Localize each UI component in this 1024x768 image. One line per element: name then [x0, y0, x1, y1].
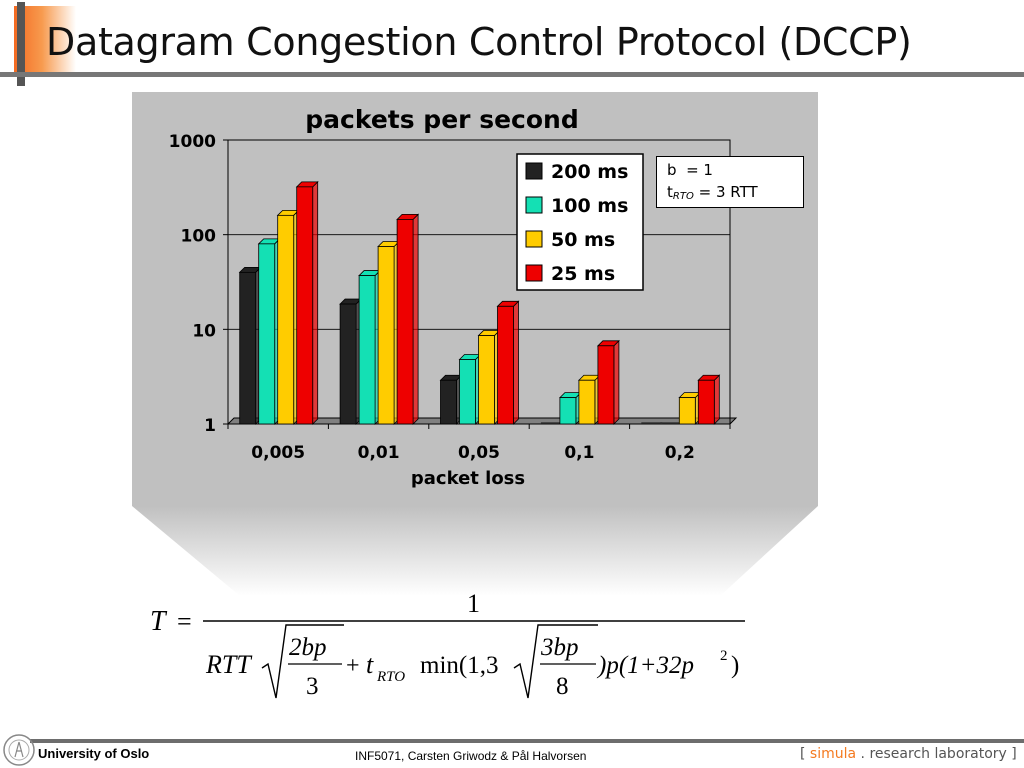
formula-sqrt2: [513, 624, 598, 699]
param-trto: tRTO = 3 RTT: [667, 181, 803, 208]
title-accent-bar: [17, 2, 25, 86]
formula-equals: =: [177, 607, 192, 636]
param-t-subscript: RTO: [672, 191, 694, 202]
bar: [377, 246, 395, 425]
legend-label: 100 ms: [551, 195, 628, 217]
footer-course: INF5071, Carsten Griwodz & Pål Halvorsen: [355, 749, 587, 763]
formula-t-sub: RTO: [376, 669, 405, 685]
param-b-value: = 1: [686, 161, 713, 179]
formula-tail-close: ): [731, 652, 739, 679]
formula-plus: +: [346, 653, 360, 679]
param-t-label: t: [667, 183, 673, 201]
x-tick-label: 0,01: [358, 443, 400, 463]
footer-university: University of Oslo: [38, 746, 150, 761]
chart-title: packets per second: [305, 105, 578, 134]
legend-label: 200 ms: [551, 161, 628, 183]
x-tick-label: 0,1: [564, 443, 594, 463]
footer-lab: [ simula . research laboratory ]: [800, 746, 1017, 762]
formula-rtt: RTT: [205, 650, 252, 679]
footer-lab-simula: simula: [809, 746, 857, 762]
bar: [396, 218, 414, 425]
footer-lab-open: [: [800, 746, 810, 762]
y-tick-label: 1: [204, 416, 216, 436]
formula-frac2-num: 3bp: [540, 634, 579, 661]
university-seal-icon: [3, 734, 35, 766]
bar: [597, 345, 615, 425]
formula-tail-exponent: 2: [720, 648, 728, 664]
formula-numerator: 1: [467, 589, 480, 618]
bar: [339, 303, 357, 425]
slide-title: Datagram Congestion Control Protocol (DC…: [46, 20, 912, 64]
bar: [697, 379, 715, 425]
formula-min: min(1,3: [420, 652, 498, 679]
bar: [239, 271, 257, 425]
x-tick-label: 0,05: [458, 443, 500, 463]
formula-t: t: [366, 650, 374, 679]
x-tick-label: 0,2: [665, 443, 695, 463]
x-tick-label: 0,005: [251, 443, 305, 463]
formula-tail: )p(1+32p: [596, 652, 694, 679]
y-tick-label: 100: [181, 227, 217, 247]
legend-swatch: [525, 230, 543, 248]
bar: [296, 186, 314, 425]
bar: [578, 379, 596, 425]
formula-frac1-den: 3: [306, 673, 319, 700]
bar: [559, 397, 577, 425]
y-tick-label: 10: [192, 321, 216, 341]
legend-swatch: [525, 264, 543, 282]
bar: [277, 214, 295, 425]
param-b-label: b: [667, 161, 677, 179]
legend-swatch: [525, 162, 543, 180]
legend-label: 50 ms: [551, 229, 615, 251]
bar: [258, 243, 276, 425]
param-b: b = 1: [667, 159, 803, 181]
legend-label: 25 ms: [551, 263, 615, 285]
legend-swatch: [525, 196, 543, 214]
title-underline: [0, 72, 1024, 77]
bar: [440, 379, 457, 425]
param-t-value: = 3 RTT: [698, 183, 758, 201]
formula-frac2-den: 8: [556, 673, 569, 700]
bar: [678, 397, 696, 425]
formula-sqrt1: [261, 624, 344, 699]
parameters-box: b = 1 tRTO = 3 RTT: [656, 156, 804, 208]
bar: [358, 275, 376, 425]
bar: [478, 335, 495, 425]
x-axis-label: packet loss: [411, 468, 525, 489]
y-tick-label: 1000: [169, 132, 216, 152]
footer-rule: [30, 739, 1024, 743]
bar: [497, 305, 514, 425]
formula-frac1-num: 2bp: [289, 634, 327, 661]
footer-lab-rest: . research laboratory ]: [856, 746, 1017, 762]
bar: [459, 359, 476, 425]
formula-lhs: T: [150, 606, 168, 637]
